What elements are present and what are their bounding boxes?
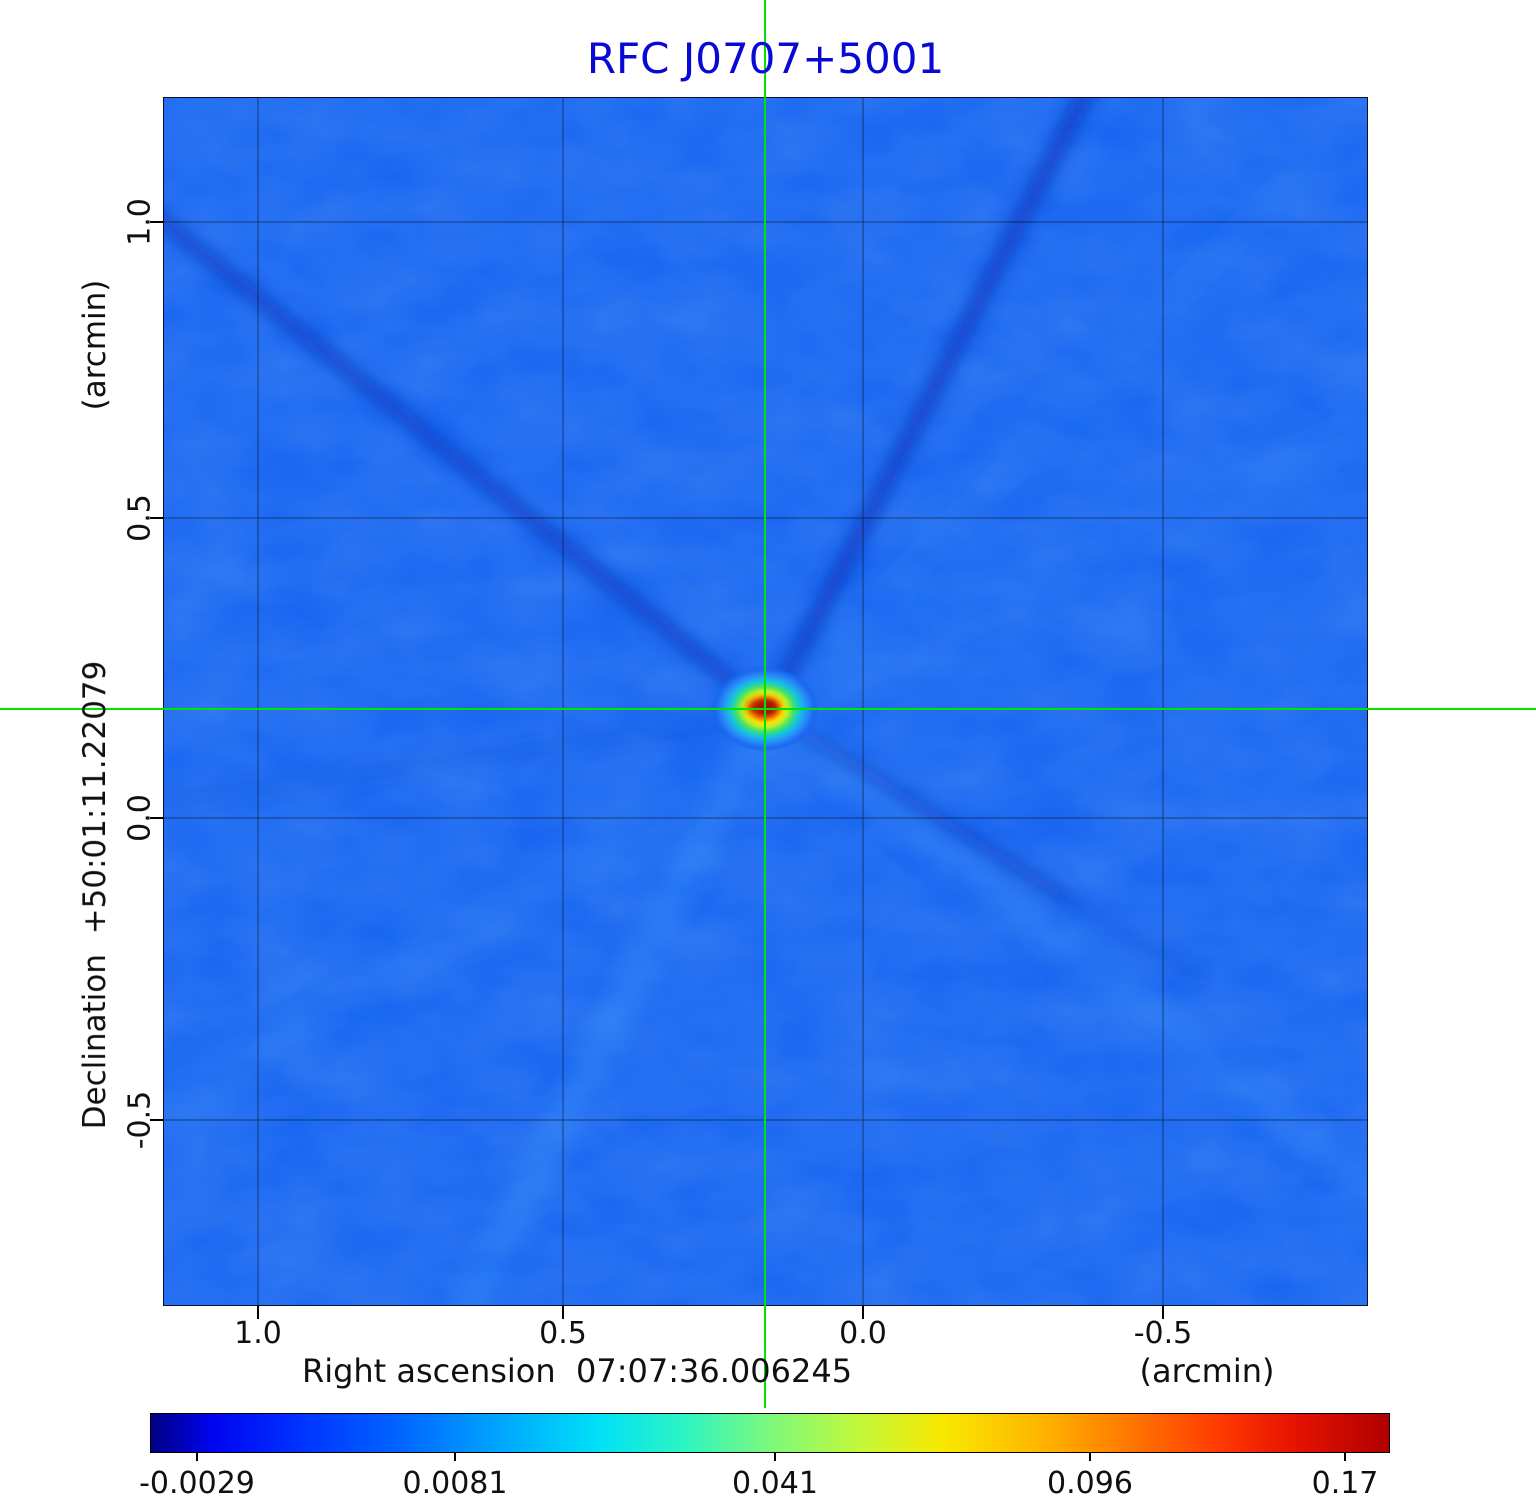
colorbar <box>150 1413 1390 1453</box>
faint-ray-ene <box>798 402 1368 707</box>
y-tick-mark <box>150 517 163 519</box>
x-axis-unit-label: (arcmin) <box>1139 1352 1275 1390</box>
faint-ray-w <box>163 598 723 717</box>
colorbar-tick-label: 0.041 <box>732 1466 818 1501</box>
y-axis-unit-label: (arcmin) <box>77 279 113 411</box>
bright-sidelobes <box>163 170 1368 1306</box>
y-tick-mark <box>150 221 163 223</box>
colorbar-tick-label: 0.096 <box>1047 1466 1133 1501</box>
y-tick-mark <box>150 817 163 819</box>
x-tick-label: -0.5 <box>1133 1316 1193 1351</box>
x-tick-label: 1.0 <box>234 1316 282 1351</box>
colorbar-tick-mark <box>1089 1453 1091 1461</box>
x-axis-title: Right ascension 07:07:36.006245 <box>301 1352 853 1390</box>
sidelobe-nw <box>163 212 758 704</box>
y-tick-label: -0.5 <box>122 1090 158 1150</box>
colorbar-tick-label: -0.0029 <box>139 1466 255 1501</box>
x-tick-mark <box>862 1306 864 1319</box>
x-tick-label: 0.0 <box>839 1316 887 1351</box>
faint-ray-sw <box>163 765 745 1127</box>
dark-sidelobes <box>163 97 1203 982</box>
colorbar-tick-mark <box>454 1453 456 1461</box>
crosshair-horizontal-line <box>0 708 1536 710</box>
colorbar-tick-mark <box>774 1453 776 1461</box>
y-tick-mark <box>150 1119 163 1121</box>
x-tick-mark <box>562 1306 564 1319</box>
colorbar-tick-label: 0.0081 <box>402 1466 508 1501</box>
x-tick-mark <box>1162 1306 1164 1319</box>
sidelobe-ese <box>769 709 1071 903</box>
x-tick-mark <box>257 1306 259 1319</box>
y-tick-label: 0.5 <box>122 494 158 542</box>
colorbar-tick-mark <box>1344 1453 1346 1461</box>
sidelobe-ssw-bright <box>462 716 768 1306</box>
faint-ray-ne <box>794 170 1300 689</box>
x-tick-label: 0.5 <box>539 1316 587 1351</box>
sidelobe-w-faint <box>163 714 764 806</box>
sidelobe-se-bright <box>773 713 1368 1193</box>
page-title: RFC J0707+5001 <box>586 34 945 83</box>
sidelobe-nne <box>768 97 1093 705</box>
crosshair-vertical-line <box>764 0 766 1408</box>
sidelobe-ese-faint <box>1056 889 1203 982</box>
source-peak-pixel <box>760 702 776 712</box>
colorbar-tick-label: 0.17 <box>1311 1466 1379 1501</box>
colorbar-tick-mark <box>196 1453 198 1461</box>
y-axis-title: Declination +50:01:11.22079 <box>77 660 113 1130</box>
y-tick-label: 0.0 <box>122 794 158 842</box>
y-tick-label: 1.0 <box>122 198 158 246</box>
